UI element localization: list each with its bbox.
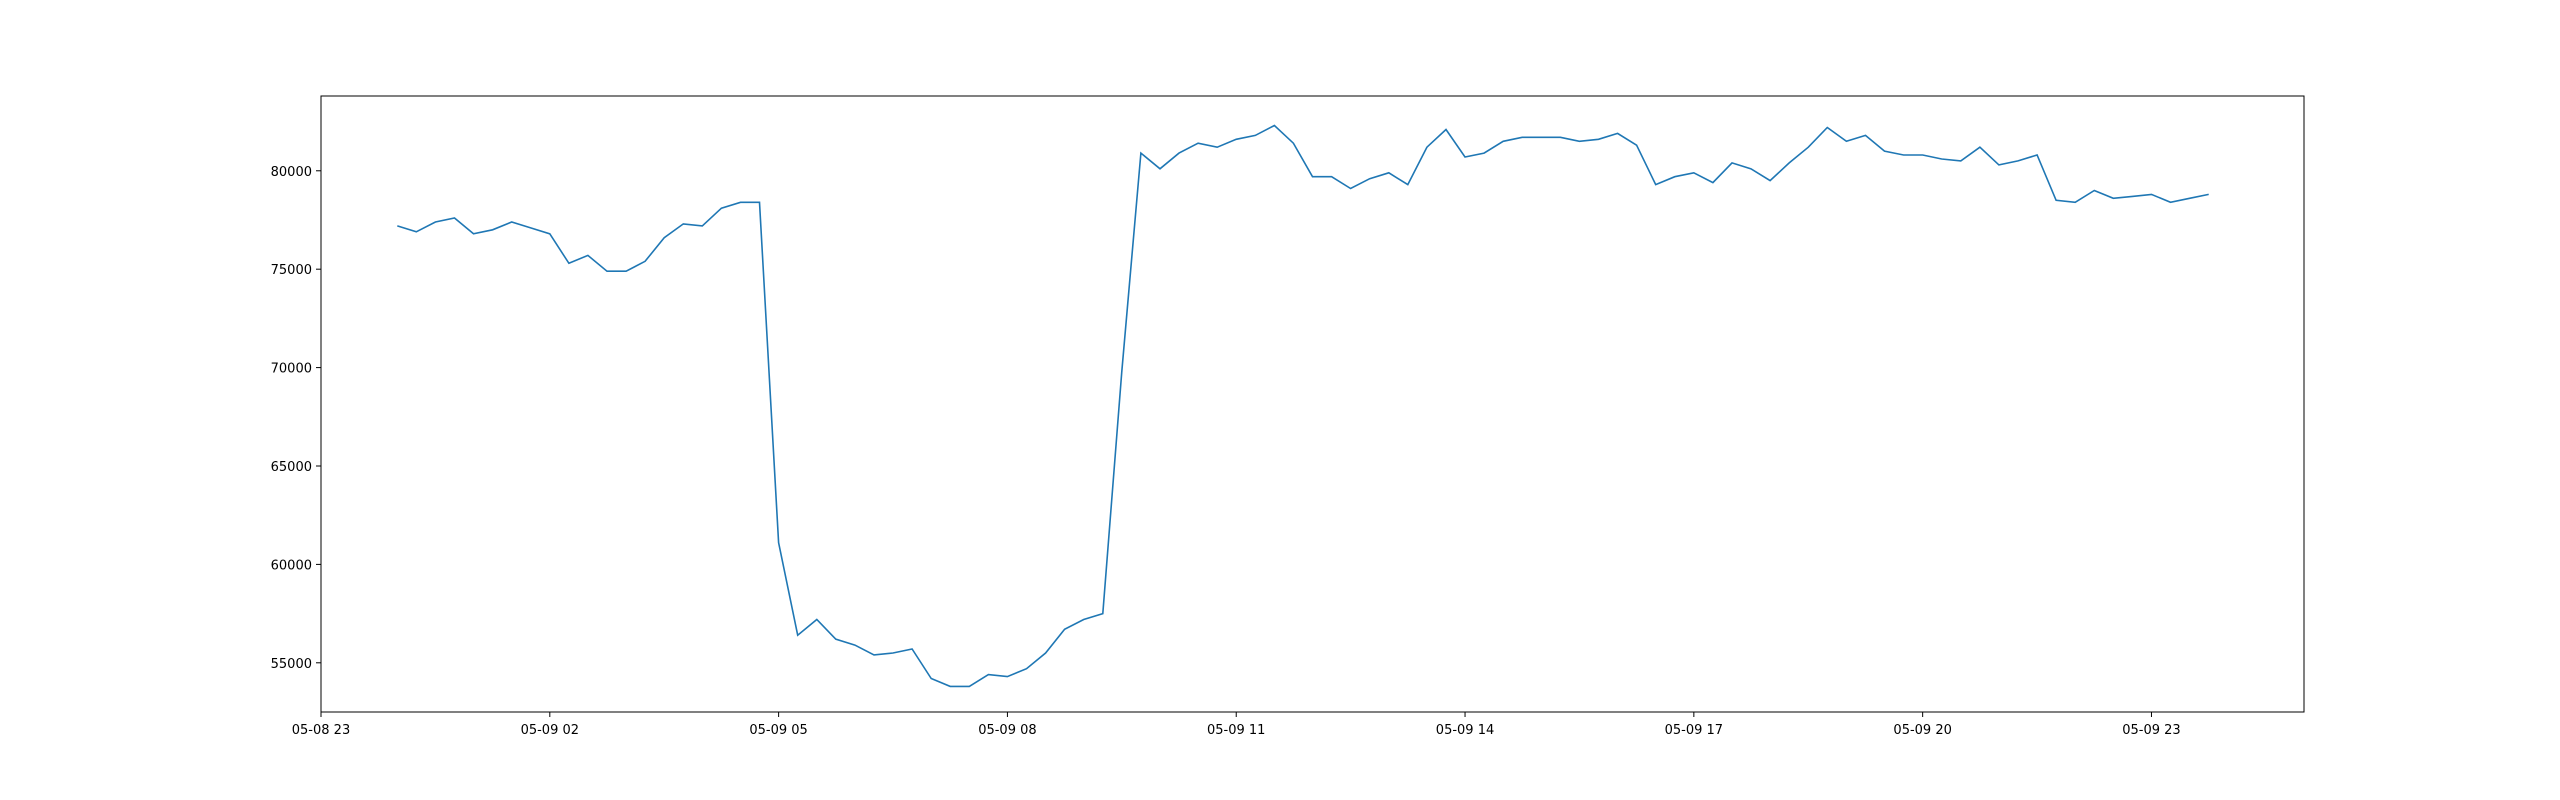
x-tick-label: 05-09 11 xyxy=(1207,723,1265,738)
y-tick-label: 65000 xyxy=(271,460,312,475)
x-tick-label: 05-09 08 xyxy=(978,723,1036,738)
axes-frame xyxy=(320,95,2305,713)
x-tick-label: 05-09 02 xyxy=(521,723,579,738)
x-tick-label: 05-09 23 xyxy=(2122,723,2180,738)
series-line xyxy=(397,124,2209,688)
y-tick-label: 70000 xyxy=(271,362,312,377)
x-tick-label: 05-09 17 xyxy=(1665,723,1723,738)
x-tick-label: 05-08 23 xyxy=(292,723,350,738)
plot-area xyxy=(397,124,2209,688)
x-tick-label: 05-09 14 xyxy=(1436,723,1494,738)
y-tick-label: 80000 xyxy=(271,165,312,180)
x-tick-label: 05-09 05 xyxy=(749,723,807,738)
x-axis: 05-08 23 05-09 02 05-09 05 05-09 08 05-09 11… xyxy=(292,712,2181,738)
y-tick-label: 75000 xyxy=(271,263,312,278)
y-axis: 55000 60000 65000 70000 75000 80000 xyxy=(271,165,321,672)
y-tick-label: 60000 xyxy=(271,558,312,573)
x-tick-label: 05-09 20 xyxy=(1893,723,1951,738)
y-tick-label: 55000 xyxy=(271,657,312,672)
